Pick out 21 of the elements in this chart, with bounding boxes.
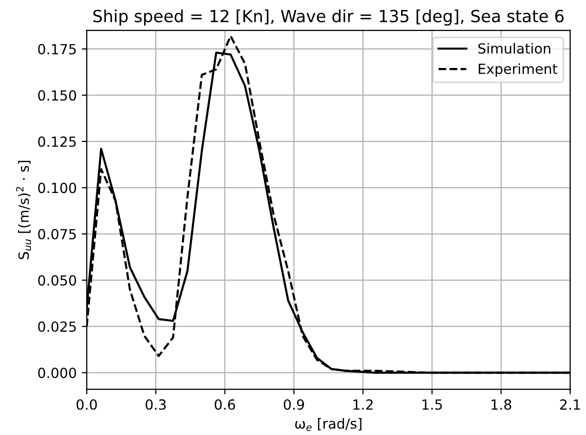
x-tick-label: 1.5	[422, 399, 442, 410]
x-tick-label: 0.0	[76, 399, 97, 410]
y-tick-label: 0.100	[38, 182, 76, 194]
y-tick-label: 0.025	[38, 321, 76, 332]
y-tick-label: 0.150	[38, 90, 76, 101]
y-tick-label: 0.125	[38, 136, 76, 147]
legend-label: Experiment	[478, 63, 558, 77]
x-axis-title: ω$_{e}$ [rad/s]	[295, 418, 362, 432]
chart-title: Ship speed = 12 [Kn], Wave dir = 135 [deg], Sea state 6	[93, 9, 564, 26]
y-tick-label: 0.000	[38, 368, 76, 378]
x-tick-label: 1.2	[353, 399, 373, 410]
x-tick-label: 1.8	[492, 399, 512, 410]
y-tick-label: 0.050	[38, 275, 76, 286]
x-tick-label: 0.9	[284, 399, 304, 410]
x-tick-label: 0.3	[146, 399, 166, 410]
y-tick-label: 0.075	[38, 228, 76, 240]
x-tick-label: 2.1	[560, 399, 580, 410]
y-tick-label: 0.175	[38, 44, 76, 54]
y-axis-title: S$_{uu}$ [(m/s)$^{2}$ · s]	[16, 160, 32, 260]
x-tick-label: 0.6	[214, 399, 236, 410]
legend-label: Simulation	[478, 42, 550, 54]
